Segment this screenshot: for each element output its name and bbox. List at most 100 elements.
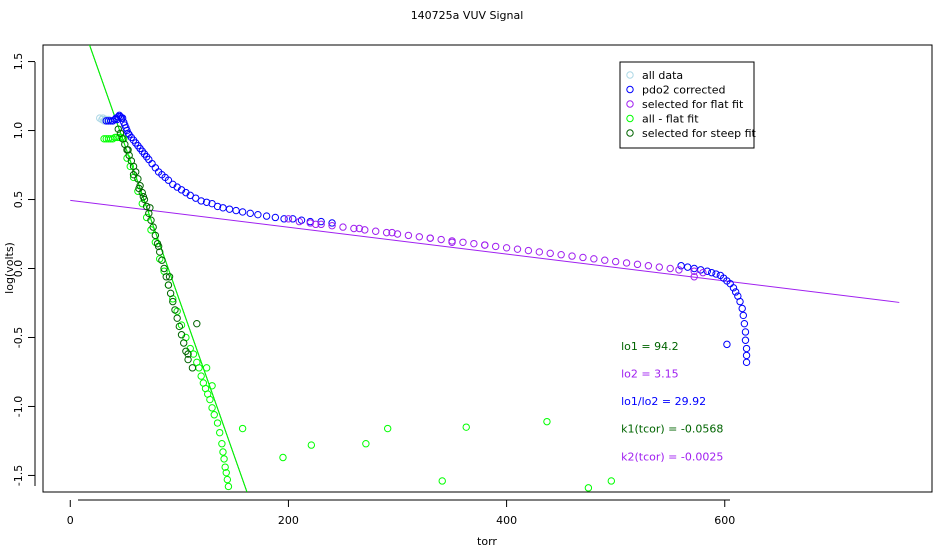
data-point: [184, 355, 192, 364]
data-point: [154, 242, 163, 251]
data-point: [189, 350, 198, 358]
y-tick-label: -1.0: [12, 396, 25, 417]
data-point: [415, 233, 424, 241]
data-point: [151, 231, 160, 240]
data-point: [513, 245, 522, 253]
data-point: [193, 319, 201, 328]
data-point: [208, 382, 216, 390]
data-point: [206, 395, 214, 404]
x-tick-label: 400: [496, 514, 517, 527]
data-point: [151, 164, 160, 172]
y-tick-label: 0.0: [12, 260, 25, 278]
data-point: [742, 358, 751, 367]
x-tick-label: 600: [714, 514, 735, 527]
data-point: [224, 482, 233, 491]
data-point: [339, 223, 347, 231]
data-point: [116, 113, 125, 121]
data-point: [557, 251, 565, 259]
data-point: [213, 419, 222, 427]
data-point: [607, 477, 616, 485]
data-point: [317, 220, 325, 229]
data-point: [177, 331, 186, 339]
data-point: [362, 440, 370, 448]
fit-lines: [70, 45, 900, 492]
data-point: [611, 257, 620, 266]
legend-marker: [626, 85, 634, 94]
annotation-text: lo1/lo2 = 29.92: [621, 395, 706, 408]
data-point: [675, 266, 683, 274]
data-point: [568, 252, 576, 260]
data-point: [177, 321, 186, 329]
data-point: [723, 340, 731, 349]
data-point: [135, 184, 143, 193]
data-point: [690, 273, 698, 281]
data-point: [280, 215, 288, 223]
data-point: [543, 417, 551, 426]
data-point: [114, 113, 122, 121]
data-point: [232, 206, 240, 215]
data-point: [216, 428, 224, 437]
data-point: [739, 311, 747, 320]
data-point: [279, 453, 287, 462]
data-point: [655, 263, 664, 271]
data-points: [96, 111, 751, 492]
data-point: [171, 306, 179, 314]
data-point: [180, 339, 188, 347]
data-point: [117, 133, 126, 142]
data-point: [164, 281, 173, 289]
data-point: [740, 319, 749, 328]
data-point: [208, 404, 216, 412]
data-point: [683, 263, 692, 271]
data-point: [355, 224, 364, 233]
data-point: [601, 256, 609, 264]
data-point: [139, 193, 148, 201]
annotation-text: k1(tcor) = -0.0568: [621, 423, 723, 436]
data-point: [238, 208, 247, 216]
annotation-text: lo1 = 94.2: [621, 340, 679, 353]
legend-label: pdo2 corrected: [642, 84, 725, 97]
data-point: [328, 222, 336, 230]
data-point: [195, 364, 203, 372]
plot-area-border: [42, 44, 933, 493]
data-point: [115, 133, 124, 142]
data-point: [437, 235, 445, 244]
data-point: [197, 197, 205, 205]
data-point: [690, 267, 698, 275]
y-tick-label: 1.5: [12, 53, 25, 71]
data-point: [289, 215, 297, 223]
data-point: [742, 351, 751, 360]
data-point: [462, 423, 470, 431]
data-point: [448, 238, 456, 246]
data-point: [546, 249, 554, 258]
data-point: [158, 256, 166, 264]
x-tick-label: 200: [278, 514, 299, 527]
data-point: [741, 336, 750, 344]
data-point: [262, 212, 271, 220]
data-point: [160, 264, 168, 273]
legend-marker: [626, 71, 634, 79]
data-point: [173, 314, 181, 322]
data-point: [404, 231, 413, 240]
data-point: [197, 372, 205, 380]
legend-marker: [626, 114, 634, 123]
y-tick-label: 1.0: [12, 122, 25, 140]
data-point: [633, 260, 642, 269]
legend-box: [619, 61, 755, 149]
data-point: [147, 216, 155, 224]
data-point: [388, 228, 396, 237]
data-point: [219, 448, 227, 456]
legend-label: selected for steep fit: [642, 127, 757, 140]
y-tick-label: -0.5: [12, 327, 25, 348]
data-point: [502, 244, 511, 252]
data-point: [162, 273, 170, 281]
data-point: [481, 241, 489, 249]
annotation-text: lo2 = 3.15: [621, 367, 679, 380]
data-point: [223, 475, 232, 484]
legend-label: all data: [642, 69, 683, 82]
data-point: [166, 289, 175, 298]
data-point: [238, 424, 247, 433]
data-point: [213, 202, 222, 211]
data-point: [169, 297, 177, 306]
fit-line: [70, 199, 900, 303]
data-point: [729, 284, 738, 292]
